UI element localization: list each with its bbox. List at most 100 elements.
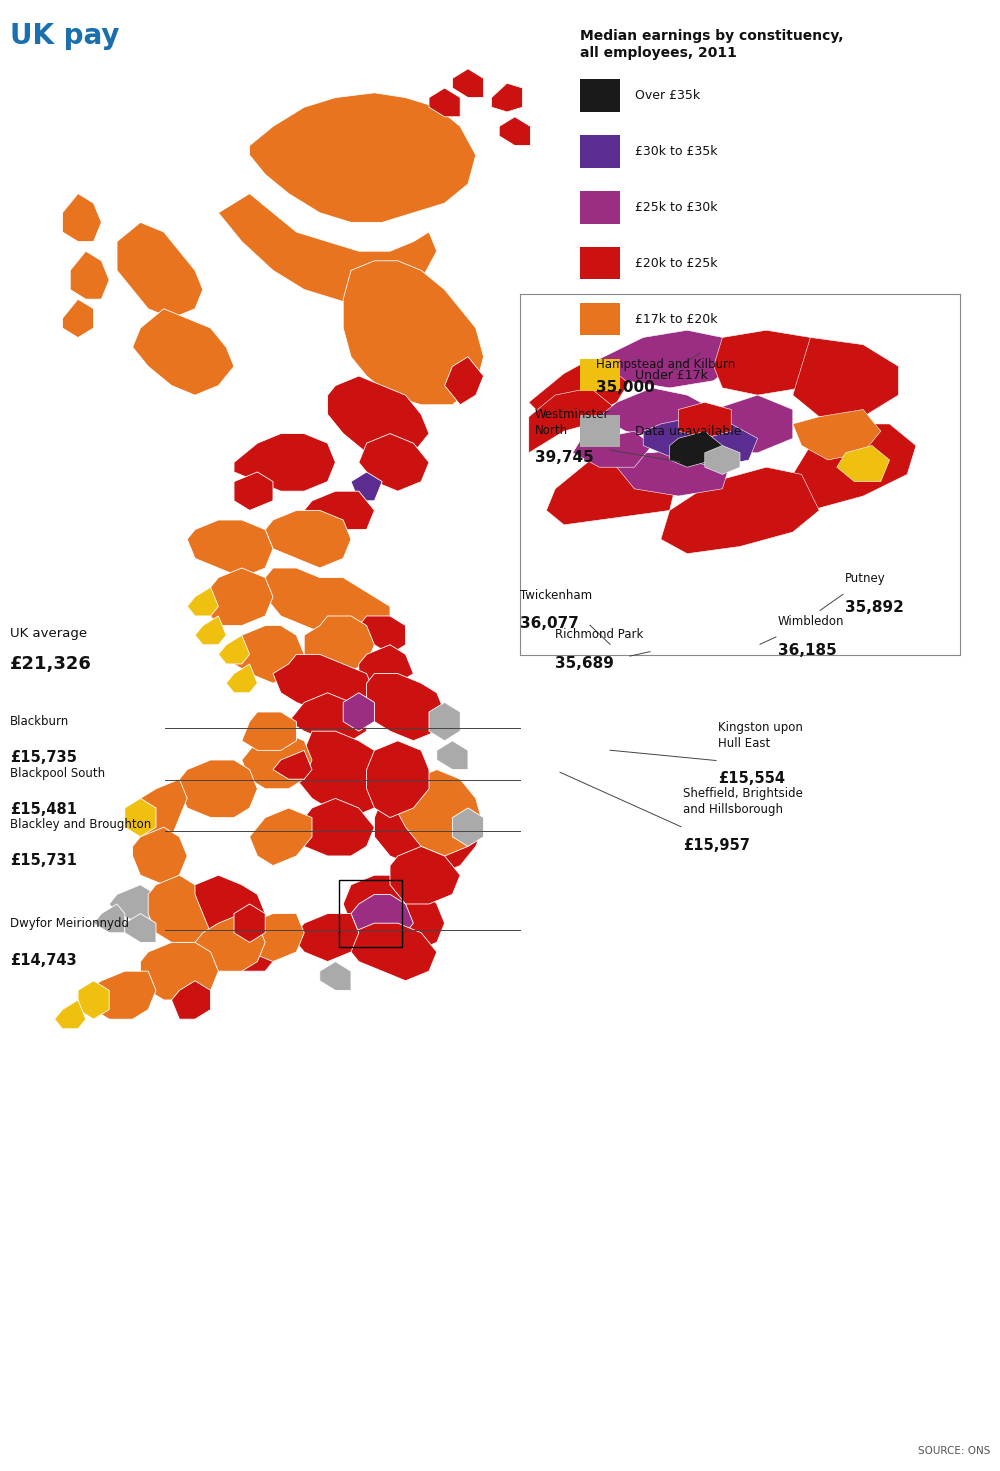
Polygon shape	[234, 472, 273, 510]
Polygon shape	[343, 693, 374, 731]
Text: Blackley and Broughton: Blackley and Broughton	[10, 818, 151, 831]
Polygon shape	[351, 894, 413, 943]
Polygon shape	[390, 769, 484, 856]
Polygon shape	[705, 446, 740, 475]
Text: £15,957: £15,957	[683, 838, 750, 853]
Polygon shape	[250, 808, 312, 865]
Polygon shape	[195, 616, 226, 644]
Polygon shape	[125, 913, 156, 943]
Polygon shape	[179, 761, 257, 818]
Polygon shape	[491, 84, 523, 112]
Polygon shape	[218, 635, 250, 663]
Polygon shape	[242, 712, 296, 750]
Polygon shape	[452, 808, 484, 846]
Polygon shape	[328, 377, 429, 462]
Polygon shape	[109, 884, 156, 924]
Text: £25k to £30k: £25k to £30k	[635, 202, 718, 213]
Text: £15,735: £15,735	[10, 750, 77, 765]
Text: 39,745: 39,745	[535, 450, 594, 465]
Text: £21,326: £21,326	[10, 655, 92, 672]
Polygon shape	[696, 396, 793, 453]
Polygon shape	[678, 403, 731, 438]
Text: Data unavailable: Data unavailable	[635, 425, 742, 437]
Polygon shape	[62, 299, 94, 337]
Polygon shape	[429, 702, 460, 741]
Polygon shape	[117, 222, 203, 318]
Polygon shape	[390, 846, 460, 905]
Polygon shape	[374, 780, 484, 875]
Polygon shape	[133, 827, 187, 884]
Text: Wimbledon: Wimbledon	[778, 615, 844, 628]
Polygon shape	[70, 252, 109, 299]
Polygon shape	[573, 431, 652, 468]
Polygon shape	[133, 309, 234, 396]
Polygon shape	[273, 750, 312, 780]
Polygon shape	[195, 875, 265, 943]
Polygon shape	[437, 741, 468, 769]
Polygon shape	[445, 357, 484, 405]
Polygon shape	[148, 875, 218, 943]
Polygon shape	[343, 875, 445, 952]
Polygon shape	[359, 434, 429, 491]
Polygon shape	[265, 510, 351, 568]
Polygon shape	[242, 731, 312, 788]
Polygon shape	[599, 331, 740, 388]
Text: Median earnings by constituency,
all employees, 2011: Median earnings by constituency, all emp…	[580, 29, 844, 60]
Polygon shape	[499, 116, 530, 146]
Text: UK average: UK average	[10, 627, 87, 640]
Polygon shape	[140, 943, 218, 1000]
Polygon shape	[661, 468, 819, 553]
Polygon shape	[367, 741, 429, 818]
Polygon shape	[304, 616, 374, 674]
Polygon shape	[452, 69, 484, 97]
Polygon shape	[296, 731, 390, 818]
Polygon shape	[343, 924, 437, 981]
Text: 36,185: 36,185	[778, 643, 837, 658]
Polygon shape	[296, 799, 374, 856]
Polygon shape	[125, 799, 156, 837]
Polygon shape	[250, 93, 476, 222]
Text: Over £35k: Over £35k	[635, 90, 700, 101]
Polygon shape	[837, 446, 890, 481]
Text: Hampstead and Kilburn: Hampstead and Kilburn	[596, 357, 735, 371]
Polygon shape	[195, 913, 265, 971]
Polygon shape	[429, 88, 460, 116]
Polygon shape	[78, 981, 109, 1019]
Text: Blackpool South: Blackpool South	[10, 766, 105, 780]
Polygon shape	[86, 971, 156, 1019]
Polygon shape	[359, 644, 413, 683]
Polygon shape	[793, 337, 898, 416]
Text: £20k to £25k: £20k to £25k	[635, 257, 718, 269]
Text: Dwyfor Meirionnydd: Dwyfor Meirionnydd	[10, 916, 129, 930]
Text: SOURCE: ONS: SOURCE: ONS	[918, 1446, 990, 1456]
Polygon shape	[55, 1000, 86, 1028]
Text: Blackburn: Blackburn	[10, 715, 69, 728]
Polygon shape	[599, 388, 714, 438]
Polygon shape	[242, 913, 304, 962]
Text: £14,743: £14,743	[10, 953, 77, 968]
Polygon shape	[351, 472, 382, 500]
Polygon shape	[367, 674, 445, 741]
Polygon shape	[133, 780, 187, 846]
Polygon shape	[714, 331, 828, 396]
Polygon shape	[296, 913, 359, 962]
Polygon shape	[529, 359, 634, 421]
Polygon shape	[304, 491, 374, 530]
Text: £15,481: £15,481	[10, 802, 77, 816]
Text: Westminster
North: Westminster North	[535, 407, 610, 437]
Text: Richmond Park: Richmond Park	[555, 628, 643, 641]
Text: UK pay: UK pay	[10, 22, 120, 50]
Polygon shape	[273, 655, 374, 722]
Text: Putney: Putney	[845, 572, 886, 585]
Polygon shape	[359, 616, 406, 655]
Text: Twickenham: Twickenham	[520, 588, 592, 602]
Polygon shape	[670, 431, 722, 468]
Polygon shape	[529, 388, 617, 453]
Polygon shape	[203, 568, 273, 625]
Polygon shape	[265, 568, 390, 644]
Polygon shape	[320, 962, 351, 990]
Text: Kingston upon
Hull East: Kingston upon Hull East	[718, 721, 803, 750]
Polygon shape	[643, 416, 722, 460]
Polygon shape	[172, 981, 211, 1019]
Polygon shape	[226, 663, 257, 693]
